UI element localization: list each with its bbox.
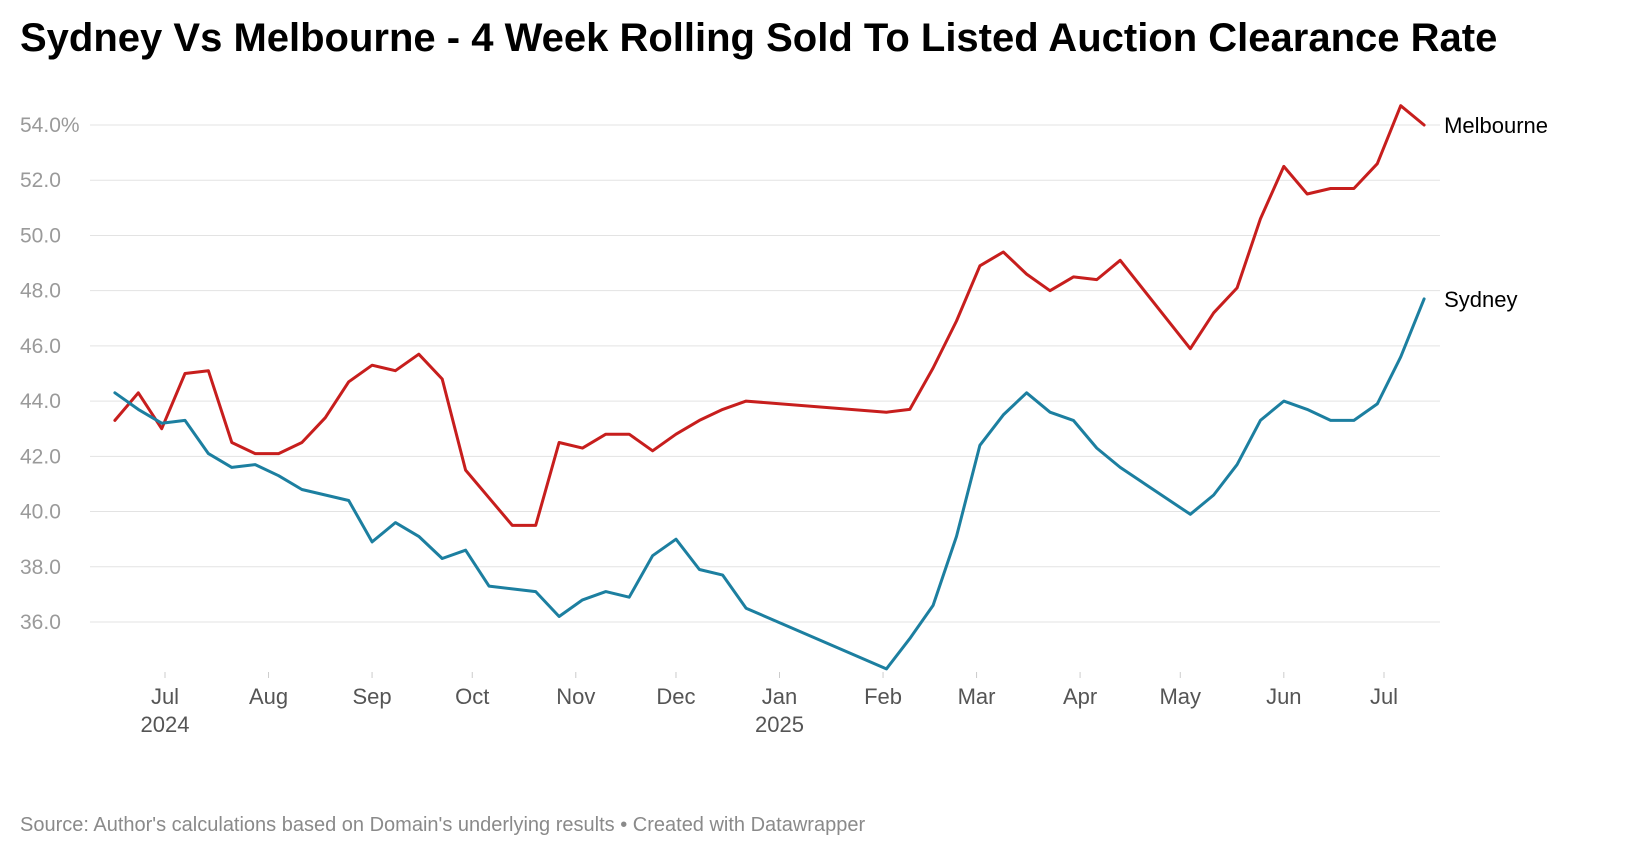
y-tick-label: 48.0 — [20, 280, 61, 303]
y-tick-label: 42.0 — [20, 445, 61, 468]
x-tick-label: Jun — [1266, 684, 1301, 709]
melbourne-line — [113, 104, 1426, 527]
x-tick-label: Apr — [1063, 684, 1097, 709]
y-tick-label: 40.0 — [20, 501, 61, 524]
chart-footer: Source: Author's calculations based on D… — [20, 814, 865, 837]
sydney-label: Sydney — [1444, 287, 1517, 312]
x-tick-label: Dec — [656, 684, 695, 709]
series-lines — [113, 104, 1426, 671]
line-chart: 54.0% 52.0 50.0 48.0 46.0 44.0 42.0 40.0 38.0 36.… — [20, 104, 1548, 737]
x-tick-label: Oct — [455, 684, 489, 709]
y-tick-label: 54.0% — [20, 114, 80, 137]
x-tick-label: Jan — [762, 684, 797, 709]
x-tick-year-label: 2024 — [141, 712, 190, 737]
x-tick-label: Jul — [151, 684, 179, 709]
x-axis: Jul 2024 Aug Sep Oct Nov Dec Jan 2025 Feb Mar Apr Ma… — [95, 671, 1440, 737]
x-tick-label: Sep — [352, 684, 391, 709]
melbourne-label: Melbourne — [1444, 113, 1548, 138]
x-tick-label: Aug — [249, 684, 288, 709]
x-tick-year-label: 2025 — [755, 712, 804, 737]
x-tick-label: Feb — [864, 684, 902, 709]
x-tick-label: Jul — [1370, 684, 1398, 709]
credit-note: Created with Datawrapper — [632, 814, 866, 836]
y-tick-label: 44.0 — [20, 390, 61, 413]
y-tick-label: 46.0 — [20, 335, 61, 358]
y-tick-label: 50.0 — [20, 224, 61, 247]
gridlines: 54.0% 52.0 50.0 48.0 46.0 44.0 42.0 40.0 38.0 36.… — [20, 114, 1440, 634]
footer-separator: • — [620, 814, 628, 836]
y-tick-label: 38.0 — [20, 556, 61, 579]
series-labels: Melbourne Sydney — [1444, 113, 1548, 312]
chart-title: Sydney Vs Melbourne - 4 Week Rolling Sol… — [20, 16, 1498, 60]
x-tick-label: May — [1159, 684, 1201, 709]
x-tick-label: Nov — [556, 684, 595, 709]
source-note: Source: Author's calculations based on D… — [20, 814, 615, 836]
sydney-line — [113, 297, 1426, 671]
y-tick-label: 36.0 — [20, 611, 61, 634]
y-tick-label: 52.0 — [20, 169, 61, 192]
x-tick-label: Mar — [958, 684, 996, 709]
